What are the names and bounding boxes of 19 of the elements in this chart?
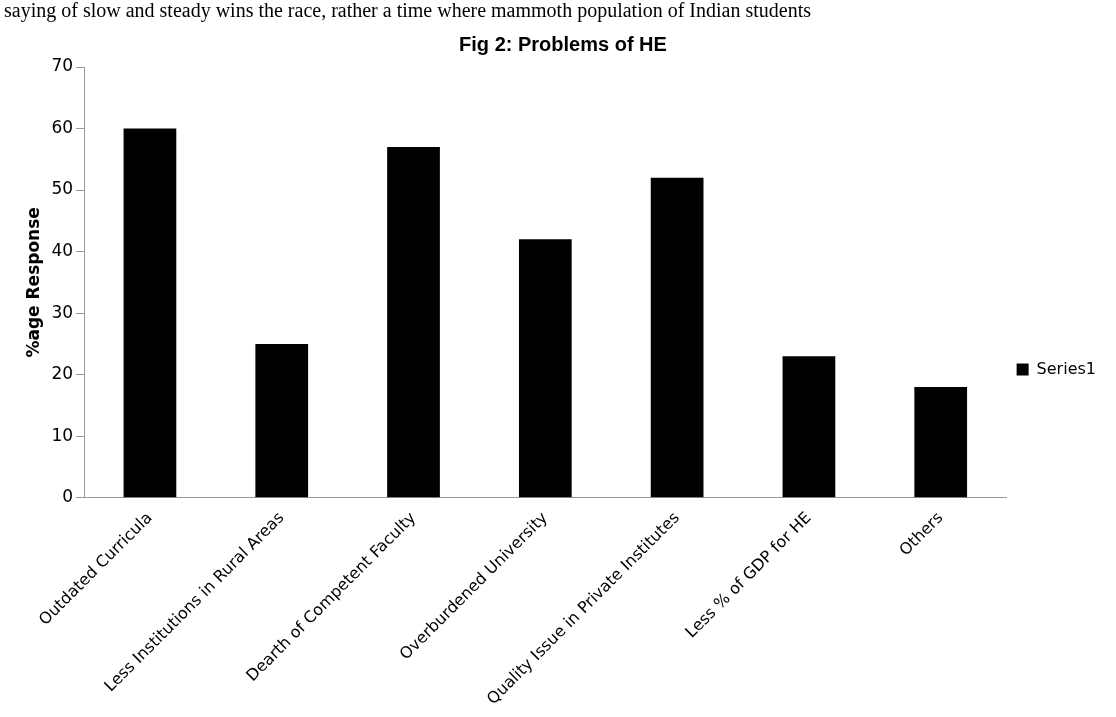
- y-tick-label: 0: [62, 486, 74, 507]
- bar: [782, 356, 836, 498]
- bar: [255, 343, 309, 498]
- text: saying of slow and steady wins the race, rather a time where mammoth population of Indian students: [3, 0, 812, 22]
- y-axis-title: %age Response: [22, 207, 43, 358]
- y-tick-label: 50: [51, 178, 74, 199]
- legend-label: Series1: [1036, 358, 1097, 378]
- y-tick-label: 40: [51, 240, 74, 261]
- bar: [914, 386, 968, 498]
- y-tick-label: 70: [51, 55, 74, 76]
- bar: [650, 177, 704, 498]
- y-tick-label: 60: [51, 116, 74, 137]
- bar: [518, 239, 572, 498]
- y-tick-label: 20: [51, 363, 74, 384]
- y-tick-label: 30: [51, 301, 74, 322]
- y-tick-label: 10: [51, 424, 74, 445]
- bar: [123, 128, 177, 498]
- chart-title: Fig 2: Problems of HE: [459, 32, 667, 55]
- bar: [387, 146, 440, 498]
